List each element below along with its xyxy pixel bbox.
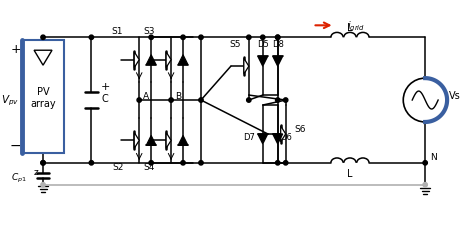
Text: −: − <box>10 138 21 152</box>
Text: B: B <box>175 91 181 100</box>
Circle shape <box>137 98 141 103</box>
Text: D7: D7 <box>243 133 255 142</box>
Polygon shape <box>273 57 283 67</box>
Text: D6: D6 <box>280 133 292 142</box>
Circle shape <box>149 36 154 40</box>
Text: +: + <box>100 82 110 92</box>
Polygon shape <box>258 134 268 144</box>
Text: $V_{pv}$: $V_{pv}$ <box>0 93 18 108</box>
Text: $C_{p1}$: $C_{p1}$ <box>11 171 27 184</box>
Polygon shape <box>258 57 268 67</box>
Text: z: z <box>34 168 38 176</box>
Polygon shape <box>146 55 156 65</box>
Text: N: N <box>430 153 437 162</box>
Polygon shape <box>244 59 249 75</box>
Text: S1: S1 <box>112 27 123 36</box>
Circle shape <box>199 161 203 165</box>
Text: S5: S5 <box>229 40 241 49</box>
Text: L: L <box>347 168 353 178</box>
Circle shape <box>283 98 288 103</box>
Circle shape <box>89 161 93 165</box>
Polygon shape <box>273 134 283 144</box>
Circle shape <box>423 161 428 165</box>
Circle shape <box>275 36 280 40</box>
Polygon shape <box>166 133 171 149</box>
Polygon shape <box>34 51 52 66</box>
Circle shape <box>275 98 280 103</box>
Text: D5: D5 <box>257 40 269 49</box>
Text: $i_{grid}$: $i_{grid}$ <box>347 19 365 33</box>
Circle shape <box>423 183 428 187</box>
Circle shape <box>275 161 280 165</box>
Text: S3: S3 <box>144 27 155 36</box>
Polygon shape <box>178 55 188 65</box>
Polygon shape <box>166 52 171 68</box>
Circle shape <box>41 36 45 40</box>
Polygon shape <box>146 136 156 146</box>
Circle shape <box>89 36 93 40</box>
Text: S4: S4 <box>144 163 155 171</box>
Circle shape <box>169 98 173 103</box>
Text: Vs: Vs <box>449 91 461 101</box>
Bar <box>22 41 64 153</box>
Text: +: + <box>10 43 21 56</box>
Text: L: L <box>347 23 353 33</box>
Circle shape <box>246 98 251 103</box>
Text: S6: S6 <box>294 125 305 134</box>
Circle shape <box>261 36 265 40</box>
Polygon shape <box>178 136 188 146</box>
Circle shape <box>403 79 447 122</box>
Polygon shape <box>134 52 139 68</box>
Polygon shape <box>134 133 139 149</box>
Circle shape <box>275 36 280 40</box>
Text: array: array <box>30 98 56 108</box>
Text: S2: S2 <box>112 163 123 171</box>
Text: PV: PV <box>37 86 49 96</box>
Circle shape <box>41 161 45 165</box>
Circle shape <box>283 161 288 165</box>
Circle shape <box>199 36 203 40</box>
Text: D8: D8 <box>272 40 283 49</box>
Circle shape <box>41 183 45 187</box>
Circle shape <box>41 161 45 165</box>
Polygon shape <box>281 126 286 142</box>
Circle shape <box>181 36 185 40</box>
Circle shape <box>199 98 203 103</box>
Text: C: C <box>102 94 109 104</box>
Circle shape <box>246 36 251 40</box>
Circle shape <box>149 161 154 165</box>
Circle shape <box>181 161 185 165</box>
Text: A: A <box>143 91 149 100</box>
